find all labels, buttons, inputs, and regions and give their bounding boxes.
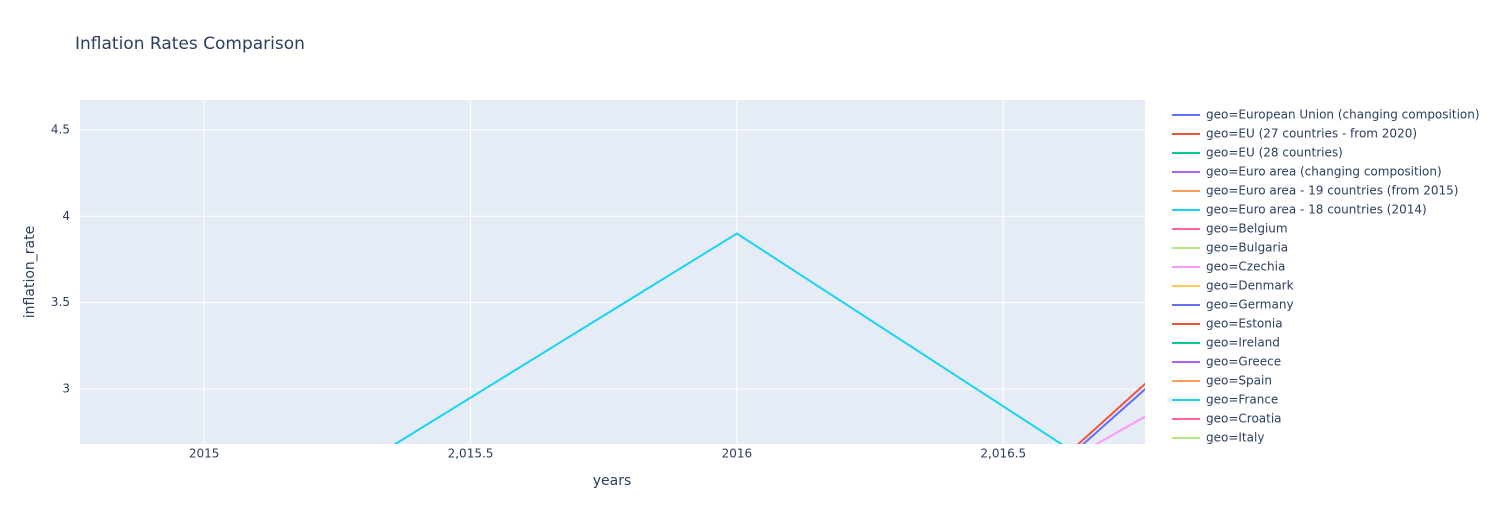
x-tick-label: 2,016.5 — [980, 447, 1026, 461]
y-axis-title: inflation_rate — [22, 226, 38, 318]
legend-label: geo=Euro area (changing composition) — [1206, 165, 1442, 179]
series-line — [393, 232, 1064, 444]
legend-label: geo=Euro area - 19 countries (from 2015) — [1206, 184, 1458, 198]
y-tick-label: 3.5 — [51, 295, 70, 309]
legend-label: geo=France — [1206, 393, 1278, 407]
y-tick-label: 4.5 — [51, 122, 70, 136]
x-axis-title: years — [593, 473, 632, 489]
legend-label: geo=Bulgaria — [1206, 241, 1288, 255]
plot-area — [80, 100, 1145, 444]
legend-label: geo=European Union (changing composition… — [1206, 108, 1480, 122]
legend-label: geo=EU (27 countries - from 2020) — [1206, 127, 1417, 141]
legend-label: geo=Croatia — [1206, 412, 1282, 426]
legend-label: geo=EU (28 countries) — [1206, 146, 1343, 160]
chart-title: Inflation Rates Comparison — [75, 34, 305, 54]
legend-label: geo=Ireland — [1206, 336, 1280, 350]
x-tick-label: 2015 — [189, 447, 220, 461]
legend-label: geo=Greece — [1206, 355, 1281, 369]
legend-label: geo=Spain — [1206, 374, 1272, 388]
legend-label: geo=Czechia — [1206, 260, 1285, 274]
legend-label: geo=Estonia — [1206, 317, 1283, 331]
y-tick-label: 4 — [62, 209, 70, 223]
legend-label: geo=Italy — [1206, 431, 1264, 445]
legend-label: geo=Germany — [1206, 298, 1294, 312]
x-tick-label: 2,015.5 — [448, 447, 494, 461]
y-tick-label: 3 — [62, 382, 70, 396]
legend-label: geo=Belgium — [1206, 222, 1288, 236]
legend-label: geo=Euro area - 18 countries (2014) — [1206, 203, 1427, 217]
legend-label: geo=Denmark — [1206, 279, 1294, 293]
x-tick-label: 2016 — [722, 447, 753, 461]
